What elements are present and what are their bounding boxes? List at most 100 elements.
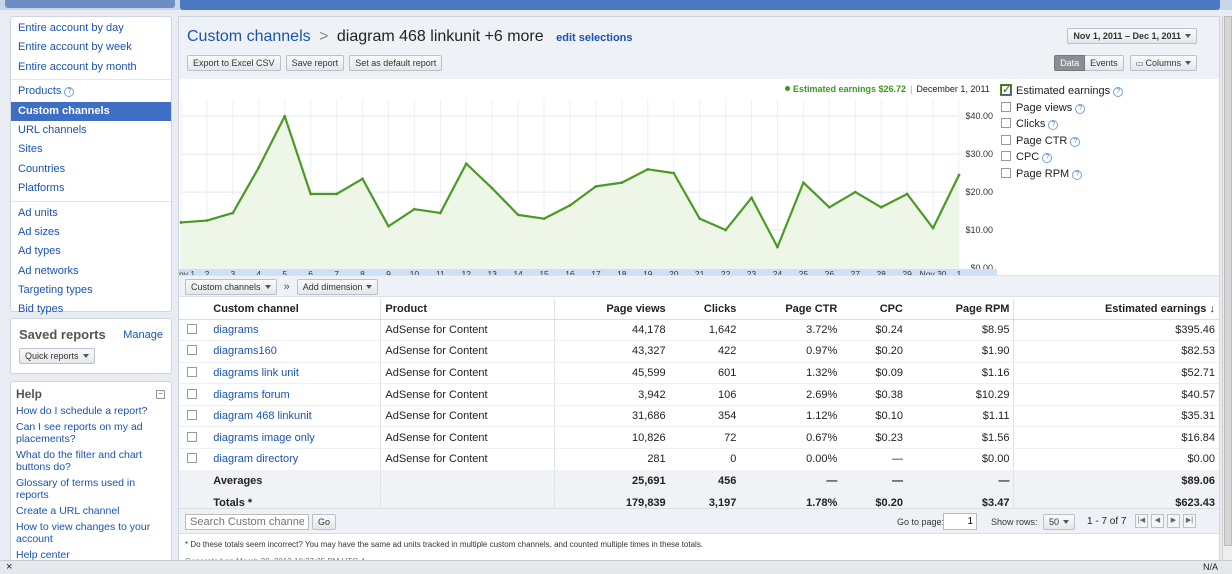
row-checkbox[interactable]	[186, 388, 197, 399]
row-checkbox[interactable]	[186, 453, 197, 464]
cell-channel[interactable]: diagrams	[209, 319, 381, 342]
manage-link[interactable]: Manage	[123, 329, 163, 341]
row-checkbox[interactable]	[186, 410, 197, 421]
prev-page-icon[interactable]: ◀	[1151, 514, 1164, 528]
row-checkbox[interactable]	[186, 431, 197, 442]
data-point[interactable]	[957, 173, 961, 177]
nav-item-targeting-types[interactable]: Targeting types	[11, 281, 171, 300]
add-dimension-button[interactable]: Add dimension	[296, 279, 379, 295]
events-toggle[interactable]: Events	[1085, 55, 1124, 71]
data-point[interactable]	[387, 224, 390, 228]
collapse-icon[interactable]: −	[156, 390, 165, 399]
nav-item-products[interactable]: Products?	[11, 82, 171, 101]
next-page-icon[interactable]: ▶	[1167, 514, 1180, 528]
data-point[interactable]	[464, 162, 468, 166]
data-point[interactable]	[750, 196, 753, 200]
data-point[interactable]	[620, 181, 624, 185]
help-link[interactable]: How to view changes to your account	[16, 521, 151, 545]
row-checkbox[interactable]	[186, 323, 197, 334]
metric-estimated-earnings[interactable]: Estimated earnings?	[1000, 82, 1201, 100]
header-estimated-earnings[interactable]: Estimated earnings ↓	[1013, 299, 1219, 320]
dimension-button[interactable]: Custom channels	[185, 279, 277, 295]
data-point[interactable]	[413, 207, 416, 211]
metric-page-ctr[interactable]: Page CTR?	[1001, 133, 1201, 150]
header-product[interactable]: Product	[380, 299, 555, 320]
set-default-button[interactable]: Set as default report	[349, 55, 443, 71]
cell-channel[interactable]: diagrams link unit	[209, 362, 381, 385]
page-scrollbar[interactable]	[1222, 16, 1232, 562]
scrollbar-thumb[interactable]	[1224, 16, 1232, 546]
data-point[interactable]	[672, 171, 676, 175]
help-link[interactable]: Create a URL channel	[16, 505, 120, 517]
header-clicks[interactable]: Clicks	[669, 299, 741, 320]
data-point[interactable]	[931, 226, 935, 230]
header-cpc[interactable]: CPC	[841, 299, 907, 320]
data-point[interactable]	[594, 184, 598, 188]
go-button[interactable]: Go	[312, 514, 337, 530]
edit-selections-link[interactable]: edit selections	[556, 32, 633, 44]
help-icon[interactable]: ?	[1075, 103, 1086, 114]
data-point[interactable]	[257, 166, 261, 169]
metric-checkbox[interactable]	[1001, 151, 1011, 161]
data-point[interactable]	[568, 203, 572, 207]
data-point[interactable]	[309, 192, 313, 196]
nav-item-ad-units[interactable]: Ad units	[11, 204, 171, 223]
metric-checkbox[interactable]	[1000, 82, 1012, 98]
data-point[interactable]	[335, 192, 338, 196]
help-link[interactable]: Help center	[16, 549, 70, 561]
nav-item-url-channels[interactable]: URL channels	[11, 121, 171, 140]
cell-channel[interactable]: diagrams160	[209, 340, 381, 363]
data-point[interactable]	[361, 177, 364, 181]
metric-checkbox[interactable]	[1001, 167, 1011, 178]
nav-item-entire-account-by-month[interactable]: Entire account by month	[11, 58, 171, 77]
data-point[interactable]	[724, 228, 727, 232]
data-toggle[interactable]: Data	[1054, 55, 1086, 71]
help-link[interactable]: How do I schedule a report?	[16, 405, 148, 417]
metric-cpc[interactable]: CPC?	[1001, 149, 1201, 166]
breadcrumb-root[interactable]: Custom channels	[187, 28, 311, 45]
help-link[interactable]: Can I see reports on my ad placements?	[16, 421, 143, 445]
cell-channel[interactable]: diagrams image only	[209, 426, 381, 450]
header-page-rpm[interactable]: Page RPM	[906, 299, 1014, 320]
nav-item-ad-networks[interactable]: Ad networks	[11, 262, 171, 281]
export-csv-button[interactable]: Export to Excel CSV	[187, 55, 281, 71]
search-input[interactable]	[185, 514, 309, 530]
date-range-button[interactable]: Nov 1, 2011 – Dec 1, 2011	[1067, 28, 1197, 44]
rows-select[interactable]: 50	[1043, 514, 1076, 530]
help-icon[interactable]: ?	[1113, 87, 1124, 97]
metric-checkbox[interactable]	[1001, 101, 1011, 112]
nav-item-platforms[interactable]: Platforms	[11, 179, 171, 198]
help-link[interactable]: Glossary of terms used in reports	[16, 477, 136, 501]
first-page-icon[interactable]: |◀	[1135, 514, 1148, 528]
data-point[interactable]	[231, 211, 235, 215]
data-point[interactable]	[879, 205, 883, 209]
data-point[interactable]	[205, 219, 209, 222]
data-point[interactable]	[179, 221, 183, 224]
metric-page-rpm[interactable]: Page RPM?	[1001, 166, 1201, 183]
nav-item-ad-types[interactable]: Ad types	[11, 242, 171, 261]
cell-channel[interactable]: diagrams forum	[209, 383, 381, 406]
metric-checkbox[interactable]	[1001, 118, 1011, 128]
columns-button[interactable]: ▭ Columns	[1129, 55, 1197, 71]
help-link[interactable]: What do the filter and chart buttons do?	[16, 449, 143, 473]
nav-item-custom-channels[interactable]: Custom channels	[11, 101, 171, 121]
metric-clicks[interactable]: Clicks?	[1001, 116, 1201, 133]
close-icon[interactable]: ×	[6, 561, 13, 573]
header-page-ctr[interactable]: Page CTR	[740, 299, 842, 320]
row-checkbox[interactable]	[186, 366, 197, 377]
nav-item-entire-account-by-day[interactable]: Entire account by day	[11, 19, 171, 38]
nav-item-bid-types[interactable]: Bid types	[11, 300, 171, 319]
metric-checkbox[interactable]	[1001, 134, 1011, 145]
data-point[interactable]	[853, 190, 857, 194]
help-icon[interactable]: ?	[1070, 136, 1081, 147]
help-icon[interactable]: ?	[64, 87, 75, 98]
data-point[interactable]	[905, 192, 909, 196]
help-icon[interactable]: ?	[1072, 169, 1083, 180]
last-page-icon[interactable]: ▶|	[1183, 514, 1196, 528]
quick-reports-button[interactable]: Quick reports	[19, 348, 95, 364]
data-point[interactable]	[542, 217, 546, 221]
nav-item-sites[interactable]: Sites	[11, 140, 171, 159]
nav-item-entire-account-by-week[interactable]: Entire account by week	[11, 38, 171, 57]
data-point[interactable]	[698, 217, 702, 221]
